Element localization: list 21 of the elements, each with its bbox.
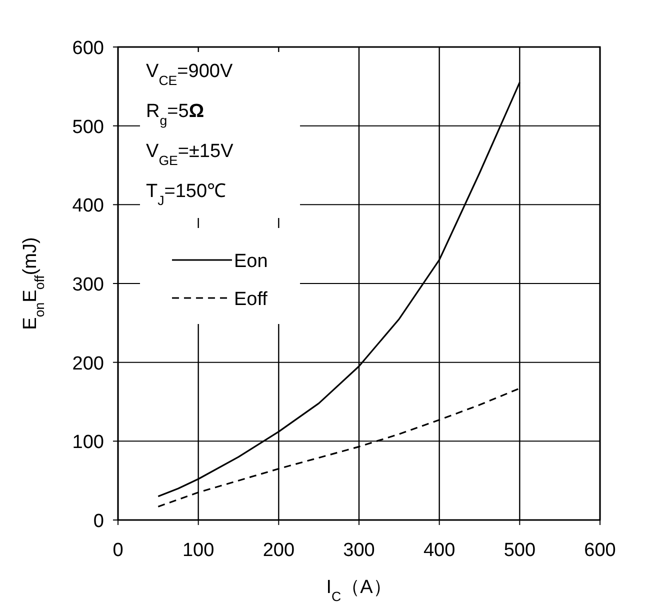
x-tick-label: 600 — [584, 540, 616, 561]
y-tick-label: 400 — [72, 196, 104, 217]
legend-label: Eoff — [234, 289, 268, 310]
annotation: T$_{J}$=150℃ — [146, 181, 226, 208]
x-tick-label: 100 — [182, 540, 214, 561]
y-tick-label: 0 — [93, 511, 104, 532]
y-tick-label: 300 — [72, 274, 104, 296]
x-tick-label: 0 — [112, 540, 124, 561]
annotation: R$_{g}$=5Ω — [146, 101, 204, 128]
x-tick-label: 300 — [343, 540, 375, 561]
legend-label: Eon — [234, 251, 268, 272]
x-tick-label: 200 — [262, 540, 295, 561]
annotation: V$_{GE}$=±15V — [146, 141, 234, 168]
x-axis-title: I$_{C}$（A） — [326, 577, 392, 602]
y-tick-label: 500 — [72, 116, 104, 138]
x-tick-label: 500 — [504, 540, 536, 561]
annotation: V$_{CE}$=900V — [146, 61, 233, 88]
x-tick-label: 400 — [423, 540, 456, 561]
y-tick-label: 200 — [72, 353, 104, 374]
y-tick-label: 100 — [72, 432, 104, 454]
y-tick-label: 600 — [72, 38, 104, 59]
